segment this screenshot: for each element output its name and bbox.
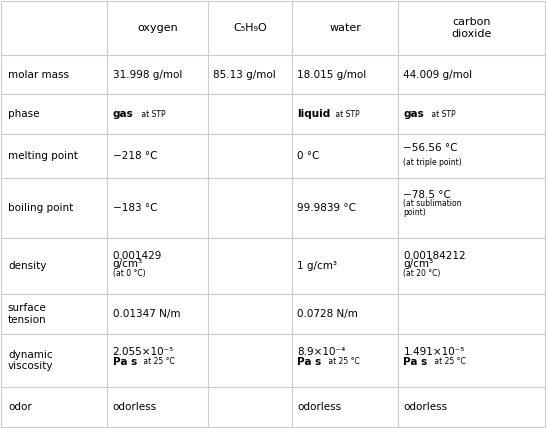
Text: (at 0 °C): (at 0 °C) [113, 270, 145, 279]
Text: boiling point: boiling point [8, 203, 73, 213]
Text: oxygen: oxygen [137, 23, 178, 33]
Text: water: water [329, 23, 361, 33]
Text: Pa s: Pa s [298, 357, 322, 367]
Text: at 25 °C: at 25 °C [326, 357, 359, 366]
Text: (at triple point): (at triple point) [403, 158, 462, 167]
Text: g/cm³: g/cm³ [403, 259, 434, 269]
Text: gas: gas [403, 109, 424, 119]
Text: 2.055×10⁻⁵: 2.055×10⁻⁵ [113, 347, 174, 357]
Text: surface
tension: surface tension [8, 303, 46, 325]
Text: 1 g/cm³: 1 g/cm³ [298, 261, 337, 271]
Text: dynamic
viscosity: dynamic viscosity [8, 350, 54, 371]
Text: −218 °C: −218 °C [113, 151, 157, 161]
Text: −56.56 °C: −56.56 °C [403, 143, 458, 153]
Text: −78.5 °C: −78.5 °C [403, 190, 451, 200]
Text: (at 20 °C): (at 20 °C) [403, 270, 441, 279]
Text: at STP: at STP [333, 110, 359, 119]
Text: 99.9839 °C: 99.9839 °C [298, 203, 357, 213]
Text: 1.491×10⁻⁵: 1.491×10⁻⁵ [403, 347, 465, 357]
Text: 0.00184212: 0.00184212 [403, 251, 466, 261]
Text: at STP: at STP [430, 110, 456, 119]
Text: 31.998 g/mol: 31.998 g/mol [113, 70, 182, 80]
Text: 18.015 g/mol: 18.015 g/mol [298, 70, 367, 80]
Text: 85.13 g/mol: 85.13 g/mol [213, 70, 276, 80]
Text: Pa s: Pa s [113, 357, 137, 367]
Text: point): point) [403, 208, 426, 217]
Text: at 25 °C: at 25 °C [141, 357, 175, 366]
Text: odorless: odorless [403, 402, 448, 412]
Text: phase: phase [8, 109, 39, 119]
Text: odorless: odorless [113, 402, 157, 412]
Text: C₅H₉O: C₅H₉O [233, 23, 267, 33]
Text: 0 °C: 0 °C [298, 151, 320, 161]
Text: gas: gas [113, 109, 134, 119]
Text: at 25 °C: at 25 °C [432, 357, 465, 366]
Text: 8.9×10⁻⁴: 8.9×10⁻⁴ [298, 347, 346, 357]
Text: 0.01347 N/m: 0.01347 N/m [113, 309, 180, 319]
Text: (at sublimation: (at sublimation [403, 199, 462, 208]
Text: molar mass: molar mass [8, 70, 69, 80]
Text: −183 °C: −183 °C [113, 203, 157, 213]
Text: liquid: liquid [298, 109, 331, 119]
Text: Pa s: Pa s [403, 357, 428, 367]
Text: odorless: odorless [298, 402, 342, 412]
Text: g/cm³: g/cm³ [113, 259, 143, 269]
Text: density: density [8, 261, 46, 271]
Text: 0.001429: 0.001429 [113, 251, 162, 261]
Text: 0.0728 N/m: 0.0728 N/m [298, 309, 358, 319]
Text: melting point: melting point [8, 151, 78, 161]
Text: odor: odor [8, 402, 32, 412]
Text: 44.009 g/mol: 44.009 g/mol [403, 70, 472, 80]
Text: carbon
dioxide: carbon dioxide [451, 17, 491, 39]
Text: at STP: at STP [139, 110, 165, 119]
